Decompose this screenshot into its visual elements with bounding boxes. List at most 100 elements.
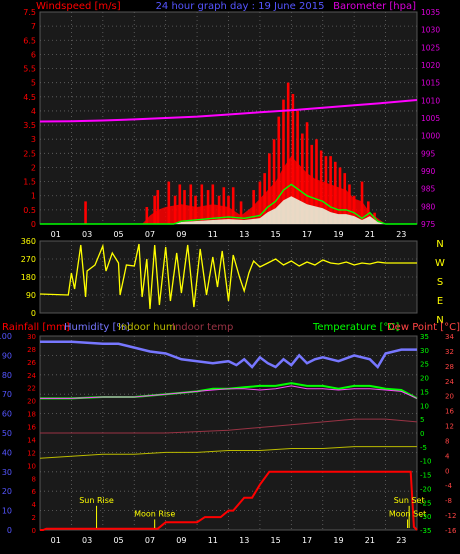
windspeed-tick-label: 4 bbox=[31, 107, 36, 116]
x-tick-label: 09 bbox=[176, 536, 186, 545]
dew-point-tick-label: 28 bbox=[445, 363, 454, 371]
humidity-tick-label: 20 bbox=[2, 487, 12, 496]
temperature-tick-label: -25 bbox=[420, 499, 431, 507]
windspeed-tick-label: 0 bbox=[31, 220, 36, 229]
x-tick-label: 01 bbox=[51, 230, 61, 239]
barometer-tick-label: 985 bbox=[421, 185, 436, 194]
x-tick-label: 19 bbox=[333, 536, 343, 545]
barometer-tick-labels: 975 980 985 990 995 1000 1005 1010 1015 1020 1025 1… bbox=[421, 8, 440, 229]
temperature-tick-label: -20 bbox=[420, 485, 431, 493]
x-tick-label: 01 bbox=[51, 536, 61, 545]
compass-label: S bbox=[437, 277, 443, 288]
temperature-tick-labels: -35 -30 -25 -20 -15 -10 -5 0 5 10 15 20 25 30 35 bbox=[420, 333, 431, 535]
rainfall-tick-label: 14 bbox=[27, 436, 36, 444]
x-tick-label: 19 bbox=[333, 230, 343, 239]
direction-tick-label: 180 bbox=[21, 273, 36, 282]
windspeed-tick-labels: 0 0.5 1 1.5 2 2.5 3 3.5 4 4.5 5 5.5 6 6.5 7 7.5 bbox=[23, 8, 36, 229]
avg-wind-line bbox=[40, 183, 417, 225]
rainfall-tick-label: 18 bbox=[27, 411, 36, 419]
wind-plot-series bbox=[39, 82, 418, 225]
x-tick-label: 11 bbox=[208, 536, 218, 545]
windspeed-tick-label: 1.5 bbox=[23, 178, 36, 187]
dew-point-tick-label: 4 bbox=[445, 452, 450, 460]
barometer-tick-label: 1015 bbox=[421, 79, 440, 88]
compass-label: N bbox=[436, 315, 443, 326]
avg-wind-area bbox=[40, 196, 417, 224]
temp-plot-x-ticks: 01 03 05 07 09 11 13 15 17 19 21 23 bbox=[51, 536, 407, 545]
direction-tick-label: 360 bbox=[21, 237, 36, 246]
humidity-tick-label: 0 bbox=[7, 526, 12, 535]
wind-area bbox=[40, 156, 417, 224]
x-tick-label: 15 bbox=[271, 230, 281, 239]
dew-point-tick-label: -12 bbox=[445, 512, 456, 520]
graph-date-title: 24 hour graph day : 19 June 2015 bbox=[156, 1, 325, 12]
windspeed-title: Windspeed [m/s] bbox=[36, 1, 121, 12]
dew-point-line bbox=[40, 385, 418, 399]
x-tick-label: 05 bbox=[113, 536, 123, 545]
temp-plot-series bbox=[39, 340, 418, 531]
temperature-tick-label: -30 bbox=[420, 513, 431, 521]
indoor-temp-line bbox=[40, 418, 418, 434]
annotation-label: Moon Rise bbox=[134, 509, 175, 518]
x-tick-label: 23 bbox=[396, 536, 406, 545]
windspeed-tick-label: 5 bbox=[31, 79, 36, 88]
barometer-tick-label: 1020 bbox=[421, 61, 440, 70]
windspeed-tick-label: 2.5 bbox=[23, 149, 36, 158]
dew-point-tick-label: 20 bbox=[445, 393, 454, 401]
rainfall-tick-label: 22 bbox=[27, 385, 36, 393]
temperature-tick-label: 30 bbox=[420, 347, 429, 355]
indoor-temp-label: Indoor temp bbox=[172, 322, 233, 333]
x-tick-label: 07 bbox=[145, 536, 155, 545]
humidity-tick-label: 60 bbox=[2, 410, 12, 419]
dew-point-tick-labels: -16 -12 -8 -4 0 4 8 12 16 20 24 28 32 34 bbox=[445, 333, 457, 535]
compass-label: N bbox=[436, 239, 443, 250]
x-tick-label: 11 bbox=[208, 230, 218, 239]
windspeed-tick-label: 6.5 bbox=[23, 36, 36, 45]
x-tick-label: 09 bbox=[176, 230, 186, 239]
compass-label: W bbox=[435, 258, 445, 269]
windspeed-tick-label: 3.5 bbox=[23, 121, 36, 130]
annotation-label: Moon Set bbox=[389, 509, 426, 518]
temperature-tick-label: 10 bbox=[420, 402, 429, 410]
temperature-tick-label: 25 bbox=[420, 361, 429, 369]
barometer-tick-label: 980 bbox=[421, 202, 436, 211]
temperature-tick-label: 15 bbox=[420, 388, 429, 396]
windspeed-tick-label: 1 bbox=[31, 192, 36, 201]
humidity-tick-label: 40 bbox=[2, 448, 12, 457]
humidity-tick-label: 10 bbox=[2, 507, 12, 516]
indoor-hum-label: Indoor hum bbox=[118, 322, 176, 333]
x-tick-label: 13 bbox=[239, 536, 249, 545]
dew-point-tick-label: -4 bbox=[445, 482, 453, 490]
x-tick-label: 05 bbox=[113, 230, 123, 239]
temperature-tick-label: 20 bbox=[420, 375, 429, 383]
compass-label: E bbox=[437, 296, 443, 307]
windspeed-tick-label: 3 bbox=[31, 135, 36, 144]
wind-direction-line bbox=[39, 243, 417, 310]
direction-plot-series bbox=[39, 243, 417, 310]
barometer-tick-label: 990 bbox=[421, 167, 436, 176]
annotation-label: Sun Rise bbox=[79, 496, 114, 505]
dew-point-tick-label: -8 bbox=[445, 497, 452, 505]
rainfall-tick-label: 12 bbox=[27, 449, 36, 457]
rainfall-tick-label: 0 bbox=[32, 527, 36, 535]
temperature-tick-label: 35 bbox=[420, 333, 429, 341]
humidity-tick-label: 90 bbox=[2, 351, 12, 360]
barometer-tick-label: 1000 bbox=[421, 132, 440, 141]
rainfall-tick-label: 8 bbox=[32, 475, 36, 483]
x-tick-label: 17 bbox=[302, 536, 312, 545]
annotation-label: Sun Set bbox=[394, 496, 425, 505]
x-tick-label: 21 bbox=[365, 230, 375, 239]
dew-point-tick-label: 34 bbox=[445, 333, 454, 341]
rainfall-label: Rainfall [mm] bbox=[2, 322, 70, 333]
temperature-tick-label: -5 bbox=[420, 444, 427, 452]
direction-tick-labels: 0 90 180 270 360 bbox=[21, 237, 36, 318]
humidity-tick-label: 30 bbox=[2, 468, 12, 477]
windspeed-tick-label: 2 bbox=[31, 163, 36, 172]
rainfall-tick-label: 2 bbox=[32, 514, 36, 522]
temperature-tick-label: -10 bbox=[420, 458, 431, 466]
dew-point-tick-label: 32 bbox=[445, 348, 454, 356]
